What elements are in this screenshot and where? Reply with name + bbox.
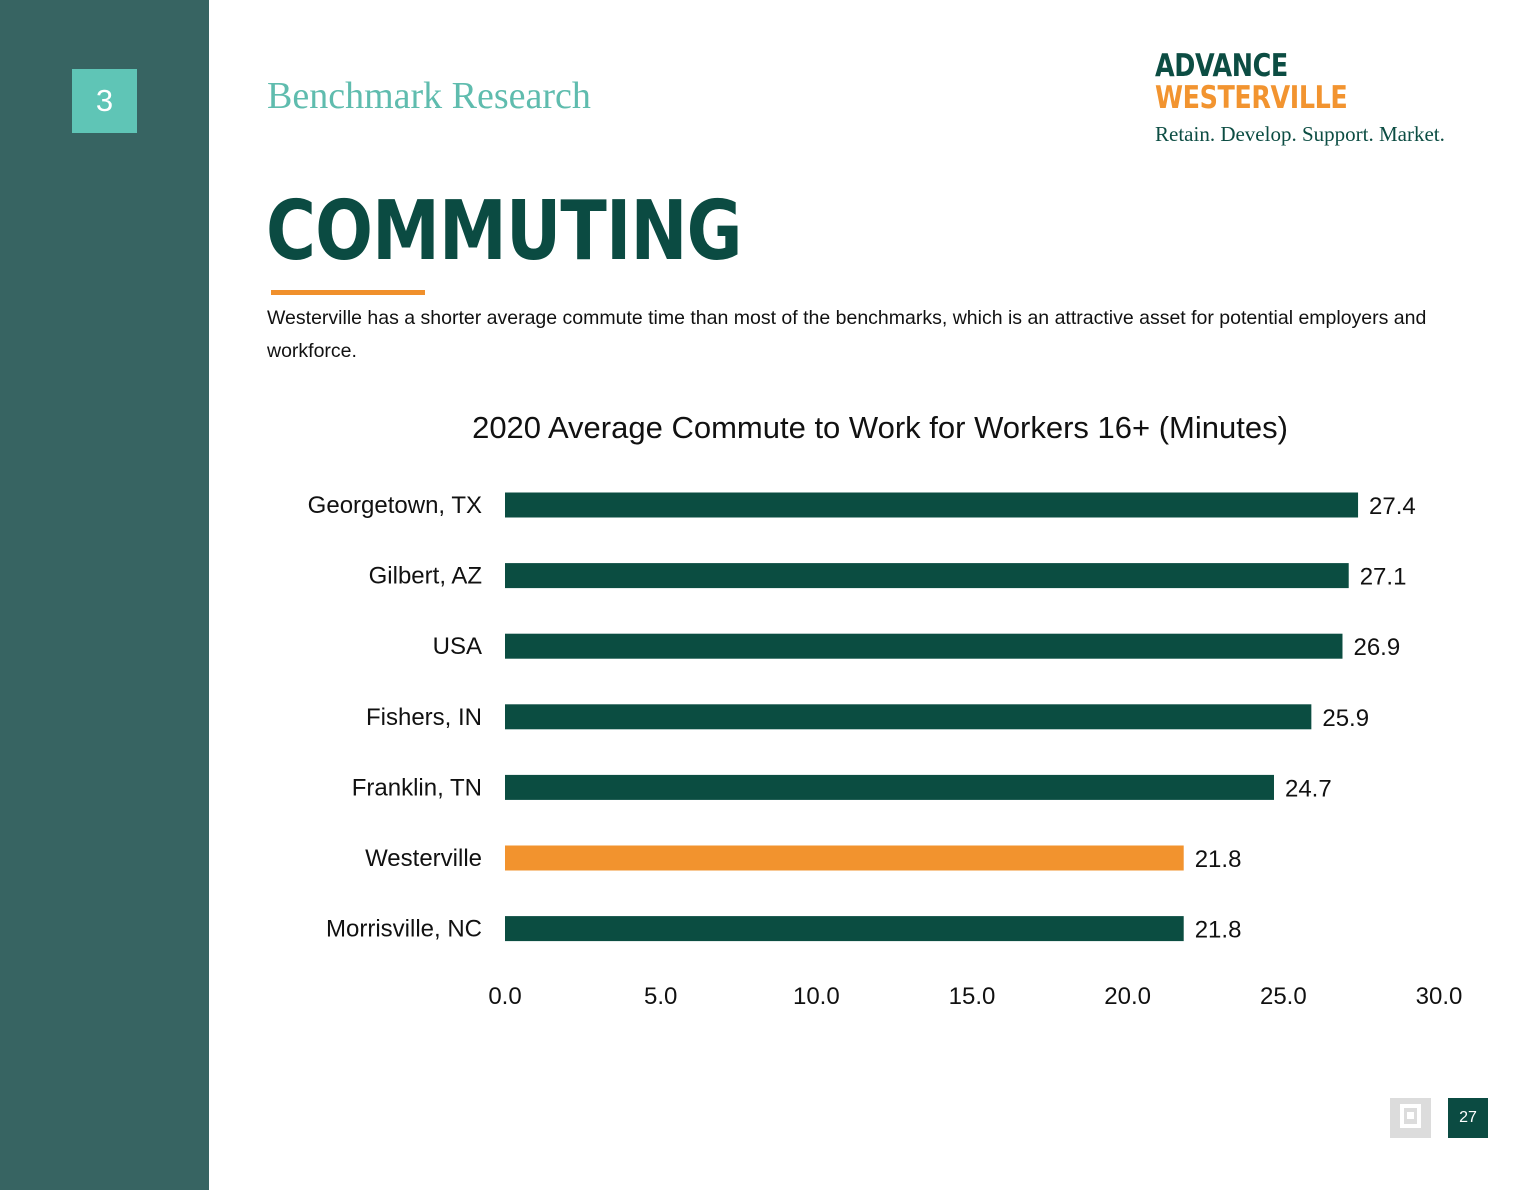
data-label-4: 24.7 xyxy=(1285,775,1332,802)
x-tick-label-1: 5.0 xyxy=(644,983,677,1010)
category-label-5: Westerville xyxy=(365,845,482,872)
bar-3 xyxy=(505,704,1312,730)
bar-0 xyxy=(505,492,1359,518)
bar-5 xyxy=(505,845,1184,871)
bar-4 xyxy=(505,774,1274,800)
data-label-0: 27.4 xyxy=(1369,493,1416,520)
data-label-3: 25.9 xyxy=(1322,705,1369,732)
brand-square-icon xyxy=(1390,1098,1431,1138)
bar-2 xyxy=(505,633,1343,659)
x-tick-label-6: 30.0 xyxy=(1416,983,1463,1010)
page-number: 27 xyxy=(1448,1098,1488,1138)
bar-6 xyxy=(505,916,1184,942)
category-label-6: Morrisville, NC xyxy=(326,916,482,943)
data-label-2: 26.9 xyxy=(1353,634,1400,661)
x-tick-label-0: 0.0 xyxy=(488,983,521,1010)
x-tick-label-3: 15.0 xyxy=(949,983,996,1010)
data-label-1: 27.1 xyxy=(1360,564,1407,591)
category-label-3: Fishers, IN xyxy=(366,704,482,731)
x-tick-label-4: 20.0 xyxy=(1104,983,1151,1010)
data-label-6: 21.8 xyxy=(1195,917,1242,944)
section-number-badge: 3 xyxy=(72,69,137,133)
chart-title: 2020 Average Commute to Work for Workers… xyxy=(472,410,1288,445)
category-label-4: Franklin, TN xyxy=(352,774,482,801)
data-label-5: 21.8 xyxy=(1195,846,1242,873)
category-label-2: USA xyxy=(433,633,482,660)
intro-paragraph: Westerville has a shorter average commut… xyxy=(267,307,1427,362)
logo-line-advance: ADVANCE xyxy=(1155,48,1288,84)
sidebar: 3 xyxy=(0,0,209,1190)
logo-line-westerville: WESTERVILLE xyxy=(1155,80,1348,116)
x-tick-label-5: 25.0 xyxy=(1260,983,1307,1010)
heading-underline xyxy=(271,290,425,295)
brand-logo: ADVANCE WESTERVILLE Retain. Develop. Sup… xyxy=(1155,50,1495,155)
logo-tagline: Retain. Develop. Support. Market. xyxy=(1155,122,1445,146)
page-title: COMMUTING xyxy=(266,184,742,279)
section-title: Benchmark Research xyxy=(267,75,591,117)
x-tick-label-2: 10.0 xyxy=(793,983,840,1010)
category-label-1: Gilbert, AZ xyxy=(369,563,482,590)
bar-1 xyxy=(505,563,1349,589)
category-label-0: Georgetown, TX xyxy=(308,492,482,519)
